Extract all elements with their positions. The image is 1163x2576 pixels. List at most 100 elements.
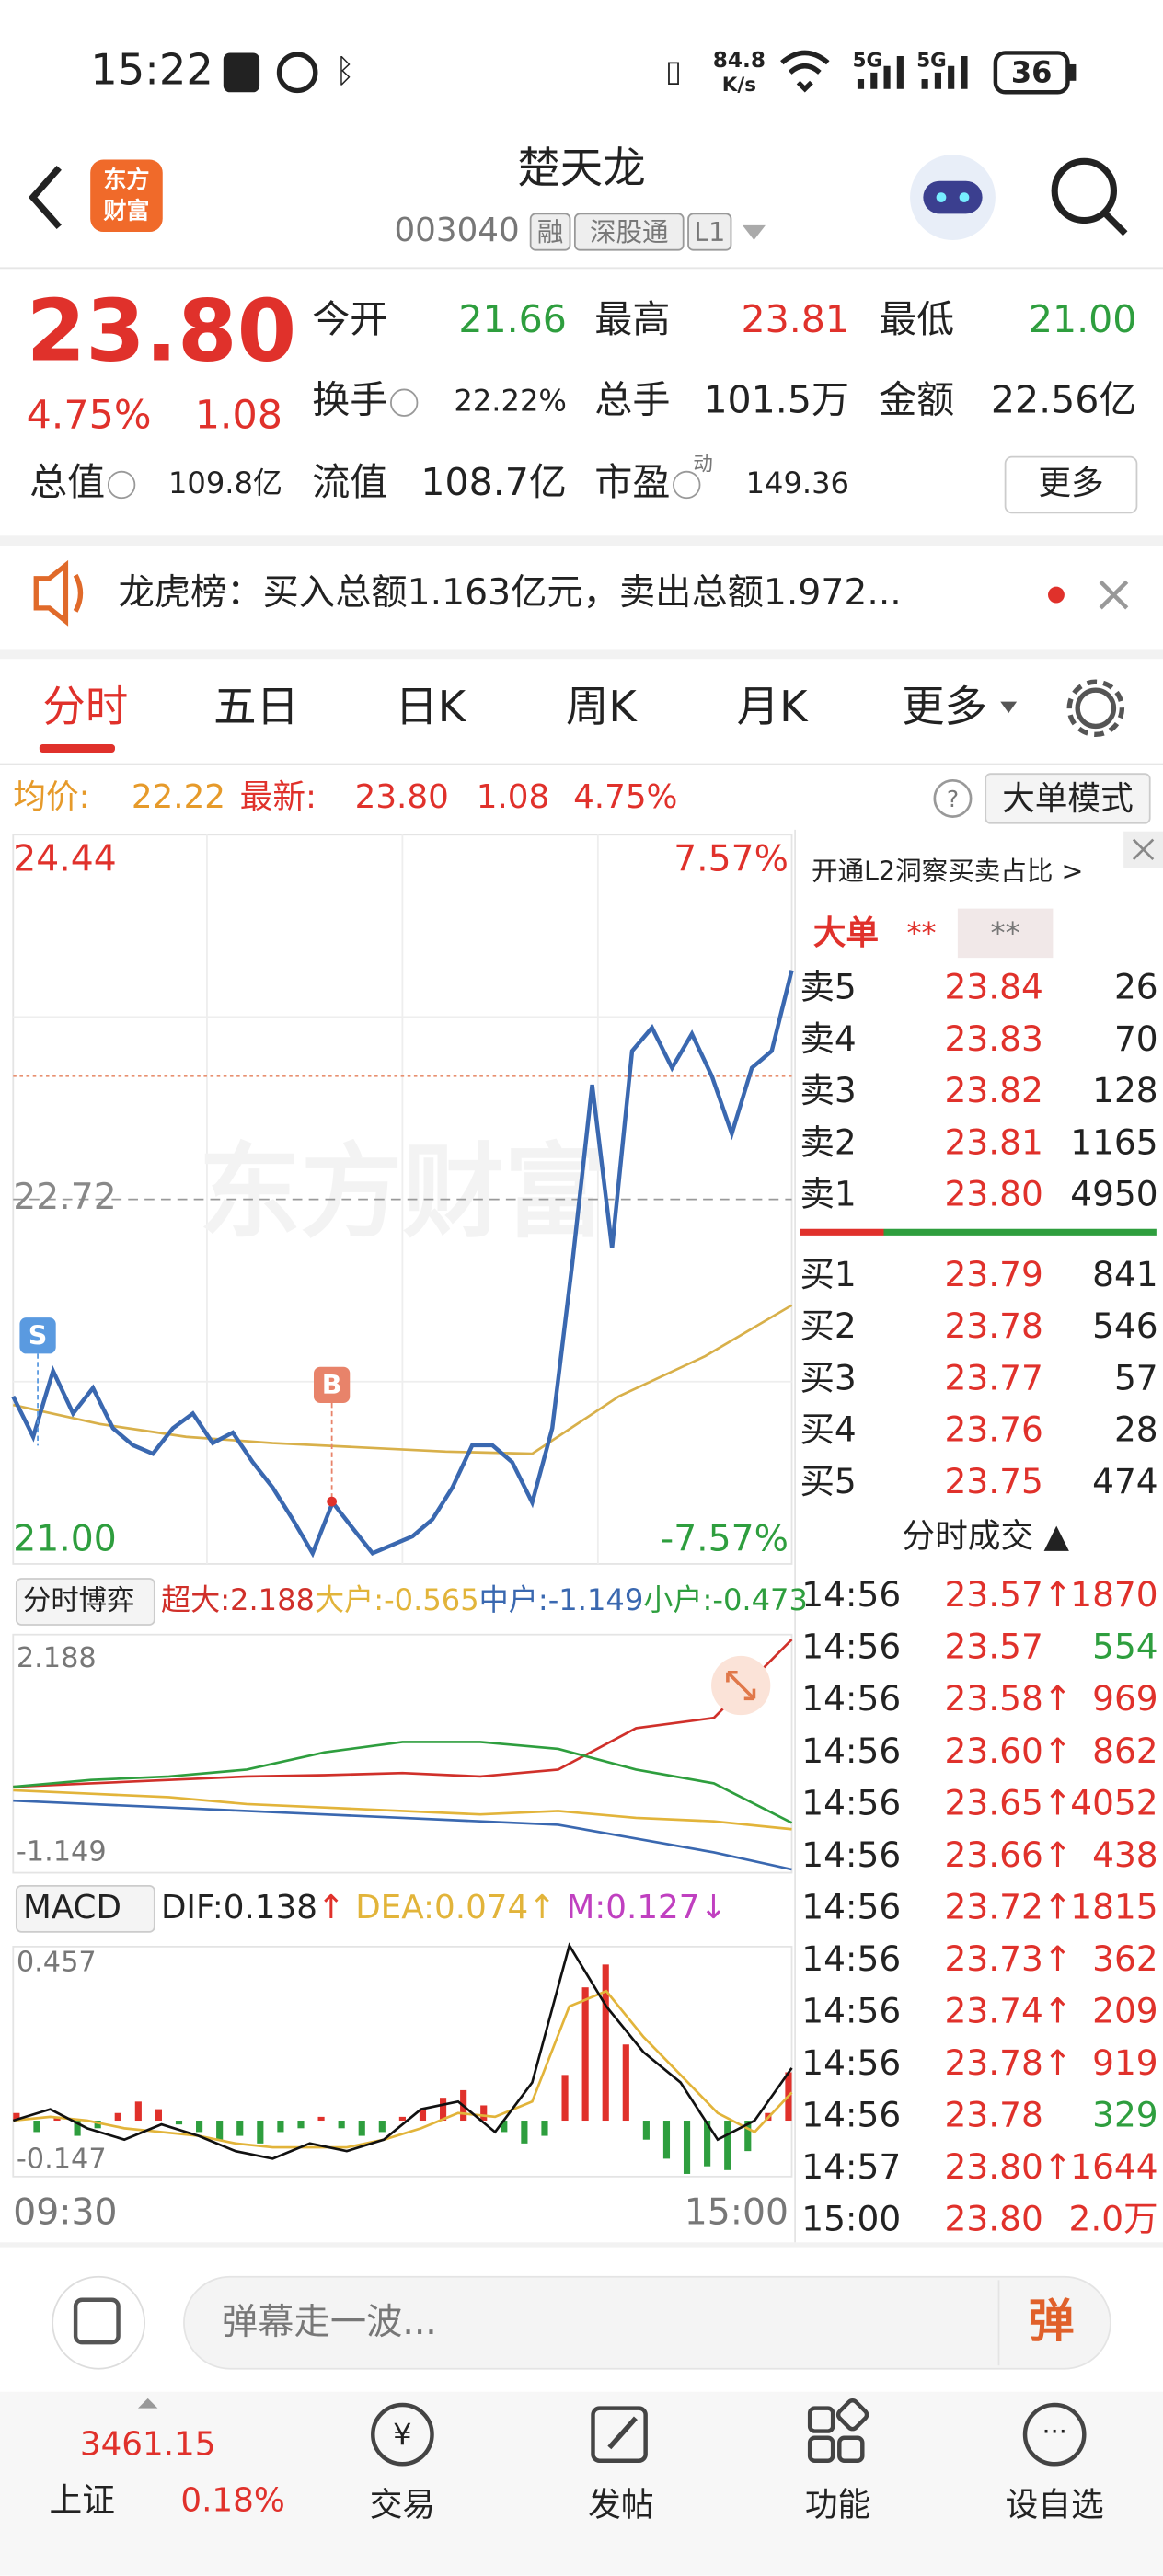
field-value: 22.22% — [454, 384, 567, 419]
search-button[interactable] — [1051, 157, 1118, 224]
macd-bar — [196, 2121, 203, 2133]
legend-name: 小户: — [643, 1582, 712, 1617]
legend-part: 0.074 — [434, 1889, 528, 1926]
macd-bar — [33, 2121, 40, 2133]
tab[interactable]: 分时 — [42, 682, 128, 731]
nav-item[interactable]: 功能 — [805, 2487, 870, 2524]
last-value: 23.80 — [355, 778, 449, 816]
legend-value: -0.473 — [712, 1582, 808, 1617]
trade-price: 23.60↑ — [945, 1731, 1073, 1771]
b-marker[interactable] — [313, 1366, 351, 1403]
book-price: 23.78 — [945, 1305, 1043, 1346]
book-price: 23.77 — [945, 1357, 1043, 1397]
tab[interactable]: 月K — [737, 682, 809, 731]
trade-time: 14:56 — [801, 1782, 901, 1823]
field-label: 最低 — [879, 297, 954, 341]
macd-select[interactable] — [15, 1884, 155, 1933]
notice-text[interactable]: 龙虎榜：买入总额1.163亿元，卖出总额1.972... — [119, 572, 902, 614]
last-label: 最新: — [240, 778, 317, 816]
help-icon[interactable] — [933, 779, 973, 818]
macd-bar — [297, 2121, 305, 2129]
close-notice[interactable] — [1099, 580, 1129, 610]
field-value: 108.7亿 — [420, 460, 567, 504]
logo-text: 东方 — [103, 167, 149, 193]
change-pct-value: 4.75% — [573, 778, 677, 816]
macd-bar — [74, 2121, 81, 2136]
tab[interactable]: 日K — [395, 682, 466, 731]
book-volume: 26 — [1114, 967, 1158, 1007]
tag: L1 — [694, 216, 725, 247]
battery-tip — [1069, 63, 1077, 81]
book-volume: 70 — [1114, 1018, 1158, 1059]
field-value: 101.5万 — [703, 378, 849, 422]
pct-max-label: 7.57% — [674, 838, 789, 880]
field-value: 109.8亿 — [168, 466, 282, 500]
settings-button[interactable] — [1075, 687, 1117, 730]
trade-time: 14:56 — [801, 1731, 901, 1771]
macd-title: MACD — [23, 1889, 121, 1926]
fund-select[interactable] — [15, 1578, 155, 1626]
danmaku-toggle[interactable] — [52, 2275, 145, 2370]
tab[interactable]: 周K — [566, 682, 638, 731]
price-line — [11, 970, 794, 1558]
info-icon — [390, 388, 419, 417]
macd-bar — [561, 2075, 569, 2122]
macd-bar — [13, 2112, 20, 2122]
avg-value: 22.22 — [132, 778, 225, 816]
trade-price: 23.78 — [945, 2095, 1043, 2135]
book-price: 23.83 — [945, 1018, 1043, 1059]
book-volume: 128 — [1092, 1070, 1158, 1110]
post-pen — [607, 2416, 638, 2450]
book-price: 23.84 — [945, 967, 1043, 1007]
macd-bar — [622, 2044, 629, 2122]
more-label: 更多 — [1038, 465, 1103, 502]
danmaku-send[interactable]: 弹 — [1029, 2294, 1075, 2348]
book-volume: 474 — [1092, 1461, 1158, 1501]
nav-item[interactable]: 交易 — [370, 2487, 435, 2524]
tab[interactable]: 五日 — [213, 682, 299, 731]
func-icon — [807, 2435, 835, 2463]
trade-time: 14:56 — [801, 1938, 901, 1979]
macd-bar — [277, 2121, 284, 2133]
trade-time: 14:56 — [801, 1990, 901, 2030]
legend-part: DIF: — [161, 1889, 224, 1926]
separator — [0, 649, 1163, 660]
back-button[interactable] — [28, 166, 62, 230]
watch-icon — [1022, 2402, 1087, 2467]
tag: 深股通 — [590, 216, 669, 247]
trade-time: 14:56 — [801, 1834, 901, 1875]
macd-bar — [236, 2121, 244, 2136]
field-label: 金额 — [879, 378, 954, 422]
func-icon — [835, 2398, 869, 2432]
book-price: 23.81 — [945, 1121, 1043, 1162]
macd-bar — [724, 2121, 731, 2170]
book-volume: 1165 — [1070, 1121, 1157, 1162]
status-time: 15:22 — [90, 44, 213, 94]
l2-link[interactable]: 开通L2洞察买卖占比 > — [812, 855, 1083, 886]
legend-part: ↑ — [528, 1889, 556, 1926]
nav-item[interactable]: 设自选 — [1006, 2487, 1104, 2524]
avatar-eye — [936, 192, 947, 202]
macd-bar — [155, 2109, 162, 2122]
macd-bar — [114, 2112, 121, 2122]
battery-level: 36 — [1011, 55, 1053, 90]
trade-price: 23.65↑ — [945, 1782, 1073, 1823]
more-button[interactable] — [1004, 455, 1138, 514]
quote-fields: 今开 21.66 最高 23.81 最低 21.00 换手 22.22% 总手 101.5万 金额 2… — [29, 297, 1136, 504]
field-label: 最高 — [594, 297, 670, 341]
s-marker[interactable] — [19, 1317, 56, 1354]
macd-bar — [94, 2121, 101, 2129]
mode-button[interactable] — [985, 773, 1151, 824]
macd-bar — [541, 2121, 548, 2136]
nav-item[interactable]: 发帖 — [588, 2487, 653, 2524]
expand-icon — [726, 1670, 756, 1701]
trade-volume: 862 — [1092, 1731, 1158, 1771]
index-value: 3461.15 — [80, 2426, 216, 2464]
index-arrow — [137, 2398, 158, 2409]
tab[interactable]: 更多 — [902, 682, 987, 731]
dropdown-arrow[interactable] — [742, 224, 766, 240]
comment-input[interactable] — [183, 2275, 1111, 2370]
tag-box — [573, 213, 685, 251]
fund-line — [13, 1639, 793, 1788]
